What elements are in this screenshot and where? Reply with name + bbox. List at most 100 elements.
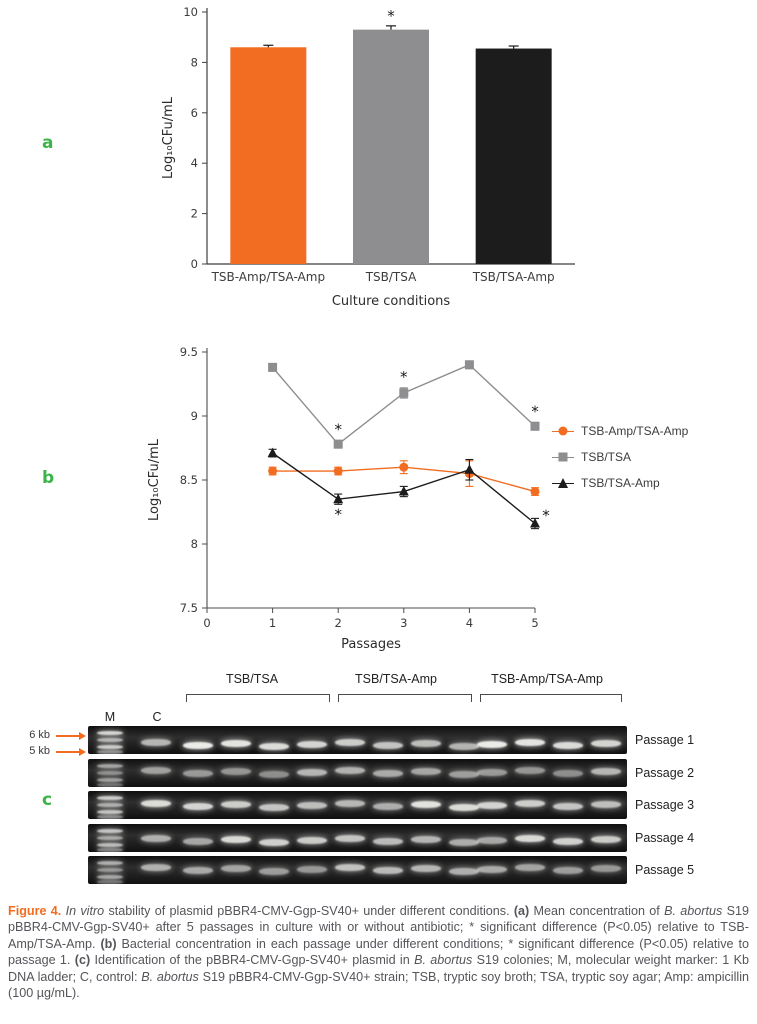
gel-band: [97, 842, 123, 847]
gel-band: [449, 743, 479, 750]
gel-band: [221, 740, 251, 747]
gel-band: [335, 739, 365, 746]
legend-item: TSB/TSA: [552, 450, 688, 464]
gel-band: [373, 803, 403, 810]
gel-band: [477, 741, 507, 748]
gel-band: [97, 810, 123, 814]
triangle-marker-icon: [552, 478, 574, 489]
gel-band: [97, 750, 123, 754]
gel-band: [221, 801, 251, 808]
caption-segment-normal: S19 pBBR4-CMV-Ggp-SV40+ strain; TSB, try…: [8, 969, 750, 1001]
bar-category-label: TSB/TSA: [365, 270, 417, 284]
caption-segment-normal: Bacterial concentration in each passage …: [8, 936, 749, 968]
panel-b-label: b: [42, 468, 55, 488]
caption-segment-normal: stability of plasmid pBBR4-CMV-Ggp-SV40+…: [104, 904, 514, 918]
caption-segment-normal: Mean concentration of: [529, 904, 665, 918]
x-tick-label: 4: [466, 616, 473, 630]
x-tick-label: 5: [531, 616, 538, 630]
bar-chart-svg: 0 2 4 6 8 10 TSB-Amp/TSA-Amp * TSB/TSA TSB/TSA-Am…: [161, 5, 575, 309]
bar: [230, 47, 307, 264]
gel-row: [88, 791, 627, 819]
caption-segment-normal: S19 colonies; M, molecular weight marker…: [8, 953, 750, 984]
significance-star: *: [400, 368, 408, 386]
marker-square: [399, 388, 409, 398]
x-tick-label: 0: [203, 616, 210, 630]
gel-band: [515, 800, 545, 807]
gel-band: [373, 742, 403, 749]
gel-kb-label: 5 kb: [29, 745, 50, 757]
gel-band: [97, 815, 123, 819]
gel-group-bracket: [480, 694, 622, 702]
gel-band: [97, 777, 123, 782]
caption-segment-normal: Identification of the pBBR4-CMV-Ggp-SV40…: [90, 953, 415, 968]
gel-band: [97, 745, 123, 749]
gel-band: [97, 763, 123, 768]
gel-band: [183, 867, 213, 874]
gel-band: [515, 864, 545, 871]
gel-passage-label: Passage 2: [635, 765, 695, 780]
x-tick-label: 1: [269, 616, 276, 630]
gel-band: [553, 742, 583, 749]
circle-marker-icon: [552, 426, 574, 437]
gel-band: [141, 800, 171, 807]
marker-circle: [268, 466, 278, 476]
gel-band: [553, 769, 583, 777]
gel-band: [97, 868, 123, 872]
caption-segment-italic: B. abortus: [664, 904, 723, 918]
marker-square: [333, 439, 343, 449]
bar: [475, 48, 552, 264]
bar: [353, 29, 429, 264]
gel-row: [88, 823, 627, 852]
y-tick-label: 9: [191, 409, 198, 423]
gel-band: [97, 847, 123, 852]
bar-category-label: TSB-Amp/TSA-Amp: [211, 270, 326, 284]
gel-band: [97, 770, 123, 775]
line-chart-svg: 7.5 8 8.5 9 9.5 0 1 2 3 4 5 * * * * * Passages Log₁₀CFu/m…: [147, 345, 550, 652]
gel-band: [141, 834, 171, 842]
gel-band: [97, 880, 123, 884]
gel-band: [183, 742, 213, 749]
caption-segment-normal: S19 pBBR4-CMV-Ggp-SV40+ after 5 passages…: [8, 904, 749, 951]
significance-star: *: [531, 402, 539, 420]
legend-label: TSB/TSA: [581, 450, 632, 464]
gel-group-bracket: [186, 694, 330, 702]
gel-band: [449, 838, 479, 846]
gel-band: [515, 834, 545, 842]
gel-band: [259, 804, 289, 811]
panel-a-label: a: [42, 133, 54, 153]
gel-row: [88, 726, 627, 754]
y-tick-label: 2: [191, 207, 198, 221]
x-tick-label: 2: [335, 616, 342, 630]
gel-band: [183, 837, 213, 845]
y-tick-label: 8: [191, 55, 198, 69]
legend-label: TSB-Amp/TSA-Amp: [581, 424, 689, 438]
gel-band: [411, 801, 441, 808]
gel-kb-arrow-icon: [56, 748, 86, 756]
gel-band: [97, 731, 123, 735]
y-axis-title: Log₁₀CFu/mL: [161, 96, 176, 179]
gel-lane-label: M: [104, 710, 116, 724]
gel-band: [297, 866, 327, 873]
gel-band: [297, 741, 327, 748]
line-chart-legend: TSB-Amp/TSA-Amp TSB/TSA TSB/TSA-Amp: [552, 424, 688, 490]
gel-band: [221, 865, 251, 872]
gel-band: [183, 769, 213, 777]
gel-band: [449, 868, 479, 875]
gel-passage-label: Passage 5: [635, 863, 695, 877]
y-tick-label: 10: [183, 5, 198, 19]
gel-band: [141, 739, 171, 746]
caption-segment-bold: (c): [74, 953, 91, 968]
gel-row: [88, 758, 627, 787]
marker-triangle: [267, 447, 278, 458]
gel-band: [297, 802, 327, 809]
gel-band: [183, 803, 213, 810]
gel-band: [335, 800, 365, 807]
gel-band: [477, 866, 507, 873]
gel-band: [591, 740, 621, 747]
gel-band: [591, 767, 621, 775]
gel-band: [477, 768, 507, 776]
gel-band: [335, 864, 365, 871]
caption-segment-italic: B. abortus: [141, 969, 199, 984]
marker-triangle: [333, 493, 344, 504]
gel-band: [553, 803, 583, 810]
